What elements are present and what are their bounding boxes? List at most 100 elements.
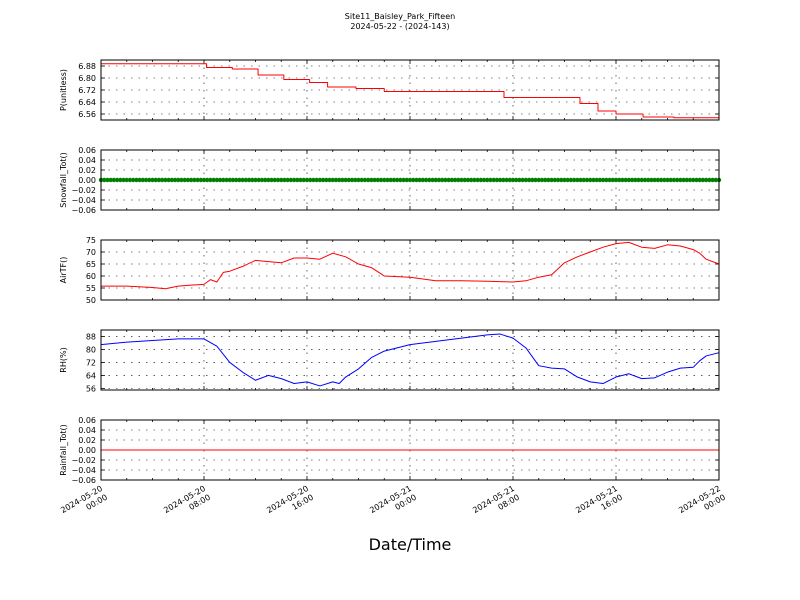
data-point	[526, 177, 532, 183]
y-axis-label: Snowfall_Tot()	[59, 152, 68, 208]
data-point	[198, 177, 203, 183]
y-axis-label: P(unitless)	[59, 69, 68, 111]
data-point	[163, 177, 168, 183]
data-point	[662, 177, 667, 183]
data-point	[697, 177, 702, 183]
data-point	[514, 177, 519, 183]
data-point	[211, 177, 216, 183]
data-point	[523, 177, 529, 183]
y-tick-label: 0.04	[78, 426, 96, 435]
data-point	[684, 177, 690, 183]
data-point	[546, 177, 551, 183]
data-point	[356, 177, 361, 183]
data-point	[169, 177, 175, 183]
data-point	[510, 177, 516, 183]
data-point	[369, 177, 374, 183]
data-point	[610, 177, 615, 183]
x-tick-label: 2024-05-2000:00	[59, 484, 109, 524]
data-point	[182, 177, 187, 183]
data-point	[411, 177, 416, 183]
data-point	[539, 177, 545, 183]
data-point	[620, 177, 625, 183]
data-point	[262, 177, 268, 183]
data-point	[501, 177, 506, 183]
data-point	[317, 177, 323, 183]
data-point	[617, 177, 622, 183]
data-point	[108, 177, 113, 183]
data-point	[308, 177, 313, 183]
data-point	[208, 177, 213, 183]
data-point	[636, 177, 641, 183]
data-point	[114, 177, 120, 183]
data-point	[192, 177, 197, 183]
data-point	[214, 177, 220, 183]
data-point	[346, 177, 352, 183]
data-point	[584, 177, 590, 183]
data-point	[378, 177, 384, 183]
data-point	[340, 177, 345, 183]
data-point	[288, 177, 294, 183]
data-point	[140, 177, 146, 183]
data-point	[681, 177, 686, 183]
data-point	[649, 177, 654, 183]
y-tick-label: 88	[86, 332, 96, 341]
data-point	[375, 177, 381, 183]
panels: 6.566.646.726.806.88P(unitless)0.060.040…	[59, 59, 722, 485]
data-point	[365, 177, 371, 183]
data-point	[343, 177, 348, 183]
data-point	[588, 177, 593, 183]
data-point	[398, 177, 403, 183]
data-point	[333, 177, 339, 183]
data-point	[488, 177, 493, 183]
data-point	[623, 177, 628, 183]
series-line	[100, 333, 720, 387]
plot-frame	[100, 329, 720, 391]
data-point	[427, 177, 432, 183]
data-point	[243, 177, 249, 183]
data-point	[359, 177, 364, 183]
data-point	[327, 177, 332, 183]
data-point	[629, 177, 635, 183]
data-point	[179, 177, 184, 183]
data-point	[298, 177, 303, 183]
plot-frame	[100, 419, 720, 481]
y-tick-label: 6.64	[78, 98, 96, 107]
data-point	[571, 177, 577, 183]
y-tick-label: 75	[86, 236, 96, 245]
data-point	[597, 177, 603, 183]
data-point	[417, 177, 422, 183]
data-point	[388, 177, 393, 183]
data-point	[674, 177, 680, 183]
data-point	[266, 177, 271, 183]
data-point	[320, 177, 326, 183]
data-point	[127, 177, 133, 183]
data-point	[121, 177, 126, 183]
data-point	[568, 177, 574, 183]
y-tick-label: −0.02	[71, 186, 96, 195]
data-point	[118, 177, 123, 183]
y-tick-label: 60	[86, 272, 96, 281]
data-point	[291, 177, 297, 183]
y-tick-label: 0.00	[78, 446, 96, 455]
data-point	[407, 177, 413, 183]
data-point	[642, 177, 648, 183]
x-tick-label: 2024-05-2116:00	[574, 484, 624, 524]
data-point	[314, 177, 319, 183]
data-point	[578, 177, 583, 183]
data-point	[565, 177, 570, 183]
panel-3: 75 70 65 60 55 50 AirTF()	[59, 236, 720, 305]
x-tick-label: 2024-05-2008:00	[162, 484, 212, 524]
series-line	[101, 241, 720, 290]
data-point	[626, 177, 632, 183]
data-point	[607, 177, 612, 183]
data-point	[707, 177, 712, 183]
data-point	[613, 177, 619, 183]
data-point	[468, 177, 474, 183]
data-point	[188, 177, 194, 183]
data-point	[533, 177, 538, 183]
y-tick-label: 64	[86, 371, 96, 380]
data-point	[671, 177, 677, 183]
data-point	[105, 177, 110, 183]
y-tick-label: 0.04	[78, 156, 96, 165]
data-point	[494, 177, 500, 183]
